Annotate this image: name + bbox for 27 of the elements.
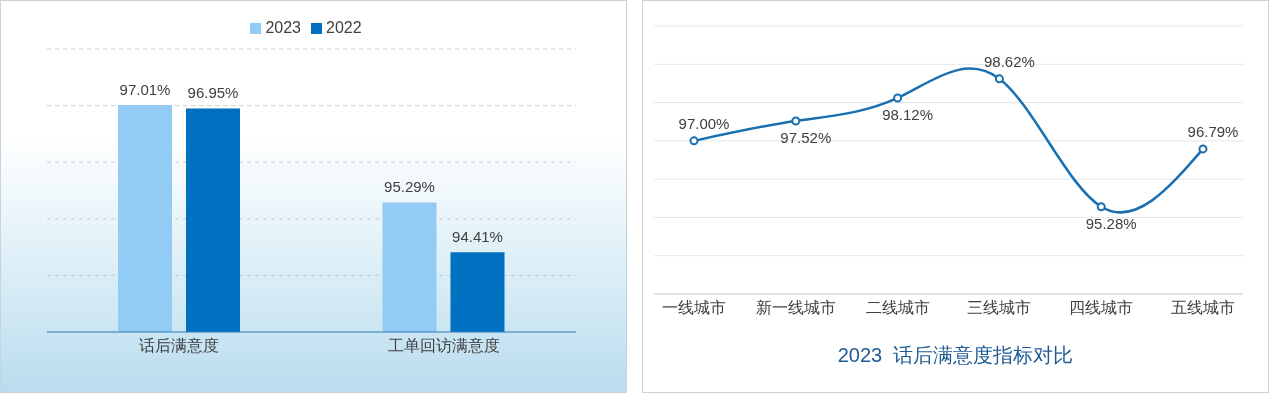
text: 2023 话后满意度指标对比	[836, 343, 1075, 368]
legend-label: 2022	[326, 19, 362, 36]
point	[1096, 202, 1106, 212]
x-tick-label: 三线城市	[967, 299, 1032, 317]
data-label: 97.00%	[678, 114, 730, 132]
data-label: 94.41%	[452, 228, 503, 246]
data-label: 97.52%	[780, 128, 832, 146]
data-label: 98.62%	[983, 52, 1035, 70]
x-tick-label: 话后满意度	[139, 337, 220, 355]
x-tick-label: 工单回访满意度	[387, 337, 500, 355]
x-tick-label: 二线城市	[865, 299, 930, 317]
point	[994, 74, 1004, 84]
x-tick-label: 四线城市	[1069, 299, 1134, 317]
data-label: 95.28%	[1085, 214, 1137, 232]
x-tick-label: 新一线城市	[755, 299, 836, 317]
point	[1198, 144, 1208, 154]
legend-label: 2023	[265, 19, 301, 36]
data-label: 97.01%	[119, 81, 171, 99]
x-tick-label: 五线城市	[1171, 299, 1235, 317]
data-label: 98.12%	[882, 105, 934, 123]
point	[791, 116, 801, 126]
data-label: 95.29%	[384, 178, 435, 196]
point	[893, 93, 903, 103]
data-label: 96.95%	[187, 84, 239, 102]
point	[689, 136, 699, 146]
data-label: 96.79%	[1187, 122, 1239, 140]
x-tick-label: 一线城市	[662, 299, 726, 317]
